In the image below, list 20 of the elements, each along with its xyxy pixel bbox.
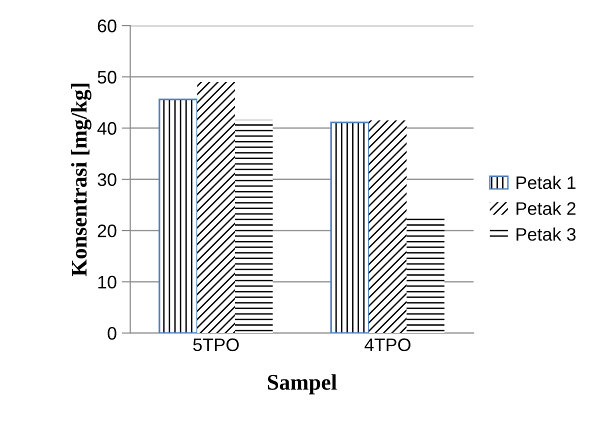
y-axis-title: Konsentrasi [mg/kg]	[71, 84, 92, 276]
bar	[234, 120, 273, 334]
legend-label: Petak 2	[516, 202, 576, 215]
y-tick-label: 60	[98, 20, 116, 32]
y-tick-label: 40	[97, 122, 116, 135]
bar	[406, 215, 444, 334]
x-axis-title: Sampel	[268, 374, 337, 394]
y-tick-label: 50	[98, 70, 116, 84]
bar	[368, 120, 407, 334]
x-tick-label: 4TPO	[364, 338, 410, 352]
y-tick-label: 30	[98, 173, 116, 186]
legend-label: Petak 1	[516, 176, 576, 190]
x-tick-label: 5TPO	[193, 338, 239, 352]
legend-label: Petak 3	[516, 228, 576, 241]
bar	[158, 98, 198, 334]
bar	[197, 82, 235, 334]
bar	[330, 122, 370, 334]
y-tick-label: 20	[98, 224, 116, 238]
y-tick-label: 10	[98, 276, 116, 289]
y-tick-label: 0	[108, 326, 116, 340]
